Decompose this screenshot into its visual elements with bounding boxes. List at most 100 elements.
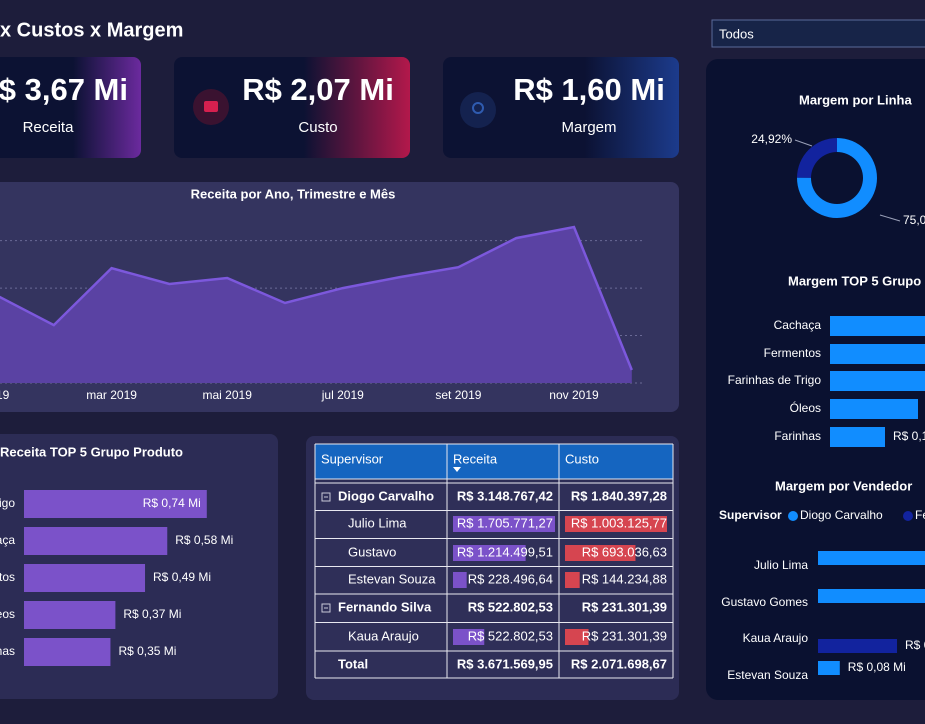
y-tick-label: igo <box>0 496 15 510</box>
bar <box>830 399 918 419</box>
collapse-icon <box>321 492 331 502</box>
bar <box>24 490 207 518</box>
cell-value: R$ 3.671.569,95 <box>457 656 553 671</box>
data-bar <box>453 545 526 561</box>
legend-marker <box>788 511 798 521</box>
data-bar <box>565 516 667 532</box>
cell-value: R$ 228.496,64 <box>468 571 553 586</box>
collapse-icon <box>321 603 331 613</box>
cell-value: R$ 522.802,53 <box>468 628 553 643</box>
row-label: Fernando Silva <box>338 599 432 614</box>
panel <box>706 59 925 700</box>
bar <box>830 316 925 336</box>
data-label: 75,0 <box>903 213 925 227</box>
y-tick-label: nas <box>0 644 15 658</box>
row-label: Kaua Araujo <box>348 628 419 643</box>
data-bar <box>565 629 589 645</box>
data-label: R$ 0,74 Mi <box>143 496 201 510</box>
data-bar <box>565 572 580 588</box>
bar <box>830 344 925 364</box>
row-label: Julio Lima <box>348 515 407 530</box>
bar <box>818 639 898 653</box>
filter-value[interactable]: Todos <box>719 26 754 41</box>
kpi-card <box>443 57 679 158</box>
bar <box>830 427 885 447</box>
cell-value: R$ 1.705.771,27 <box>457 515 553 530</box>
y-tick-label: Estevan Souza <box>727 668 808 682</box>
kpi-label: Receita <box>23 119 75 136</box>
data-label: 24,92% <box>751 132 792 146</box>
data-label: R$ 0,37 Mi <box>123 607 181 621</box>
cell-value: R$ 693.036,63 <box>582 544 667 559</box>
y-tick-label: Kaua Araujo <box>743 631 809 645</box>
row-label: Diogo Carvalho <box>338 488 434 503</box>
data-bar <box>453 629 485 645</box>
y-tick-label: Cachaça <box>774 318 822 332</box>
table-header <box>315 444 673 479</box>
row-label: Total <box>338 656 368 671</box>
column-header: Custo <box>565 451 599 466</box>
kpi-label: Margem <box>561 119 616 136</box>
y-tick-label: tos <box>0 570 15 584</box>
x-tick-label: mar 2019 <box>86 388 137 402</box>
bar <box>818 589 925 603</box>
line <box>0 225 633 371</box>
kpi-card <box>0 57 141 158</box>
column-header: Supervisor <box>321 451 384 466</box>
data-label: R$ 0,1 <box>893 429 925 443</box>
legend-label: Diogo Carvalho <box>800 508 883 522</box>
area <box>0 227 632 383</box>
table-body <box>315 483 673 678</box>
donut-slice <box>796 138 877 218</box>
kpi-value: R$ 2,07 Mi <box>242 72 394 107</box>
row-label: Gustavo <box>348 544 396 559</box>
chart-title: Receita por Ano, Trimestre e Mês <box>191 186 396 201</box>
y-tick-label: Julio Lima <box>754 558 808 572</box>
kpi-icon <box>204 101 218 112</box>
x-tick-label: set 2019 <box>435 388 481 402</box>
y-tick-label: Óleos <box>790 400 821 415</box>
filter-dropdown[interactable] <box>711 19 925 48</box>
x-tick-label: jul 2019 <box>321 388 364 402</box>
page-title: x Custos x Margem <box>0 19 183 41</box>
column-header: Receita <box>453 451 498 466</box>
legend-marker <box>903 511 913 521</box>
kpi-card <box>174 57 410 158</box>
y-tick-label: Fermentos <box>764 346 821 360</box>
bar <box>818 551 925 565</box>
cell-value: R$ 1.003.125,77 <box>571 515 667 530</box>
chart-title: Margem por Vendedor <box>775 478 912 493</box>
kpi-value: $ 3,67 Mi <box>0 72 128 107</box>
row-label: Estevan Souza <box>348 571 436 586</box>
bar <box>830 371 925 391</box>
chart-title: Margem TOP 5 Grupo <box>788 273 921 288</box>
donut-slice <box>797 138 837 178</box>
data-label: R$ 0,35 Mi <box>118 644 176 658</box>
legend-label: Ferna <box>915 508 925 522</box>
cell-value: R$ 522.802,53 <box>468 599 553 614</box>
data-label: R$ 0,49 Mi <box>153 570 211 584</box>
x-tick-label: nov 2019 <box>549 388 599 402</box>
data-label: R$ 0 <box>905 638 925 652</box>
data-bar <box>453 572 467 588</box>
leader-line <box>794 139 813 147</box>
cell-value: R$ 231.301,39 <box>582 628 667 643</box>
bar <box>818 661 840 675</box>
bar <box>24 638 111 666</box>
kpi-icon <box>472 102 484 114</box>
chart-title: Margem por Linha <box>799 92 912 107</box>
cell-value: R$ 2.071.698,67 <box>571 656 667 671</box>
kpi-value: R$ 1,60 Mi <box>513 72 665 107</box>
y-tick-label: eos <box>0 607 15 621</box>
y-tick-label: aça <box>0 533 15 547</box>
cell-value: R$ 3.148.767,42 <box>457 488 553 503</box>
x-tick-label: mai 2019 <box>203 388 253 402</box>
y-tick-label: Gustavo Gomes <box>721 595 808 609</box>
chart-title: Receita TOP 5 Grupo Produto <box>0 444 183 459</box>
data-bar <box>565 545 636 561</box>
data-label: R$ 0,58 Mi <box>175 533 233 547</box>
cell-value: R$ 1.840.397,28 <box>571 488 667 503</box>
bar <box>24 601 116 629</box>
data-bar <box>453 516 555 532</box>
